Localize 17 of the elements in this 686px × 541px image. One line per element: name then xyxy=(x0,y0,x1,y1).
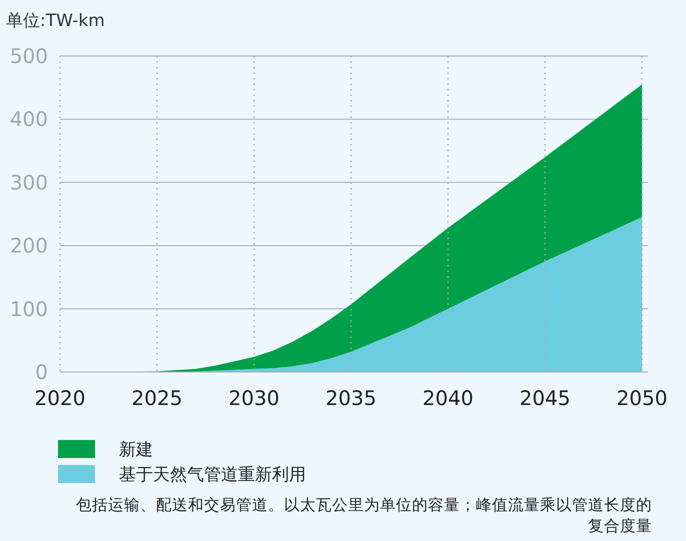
text: 包括运输、配送和交易管道。以太瓦公里为单位的容量；峰值流量乘以管道长度的复合度量 xyxy=(76,496,652,535)
y-tick-label: 400 xyxy=(10,107,48,132)
x-tick-label: 2020 xyxy=(34,386,86,410)
y-tick-label: 300 xyxy=(10,170,48,194)
y-tick-label: 0 xyxy=(35,360,48,384)
legend-label: 新建 xyxy=(119,440,153,460)
chart-subtitle: 单位:TW-km xyxy=(6,11,105,31)
x-tick-label: 2040 xyxy=(422,386,474,410)
x-tick-label: 2035 xyxy=(326,386,376,410)
x-tick-label: 2030 xyxy=(228,386,280,410)
x-tick-label: 2045 xyxy=(520,386,570,410)
x-tick-label: 2025 xyxy=(132,386,182,410)
legend-label: 基于天然气管道重新利用 xyxy=(119,464,306,485)
x-tick-label: 2050 xyxy=(616,386,668,410)
y-tick-label: 200 xyxy=(10,234,48,258)
y-tick-label: 500 xyxy=(10,44,48,68)
y-tick-label: 100 xyxy=(10,296,48,321)
